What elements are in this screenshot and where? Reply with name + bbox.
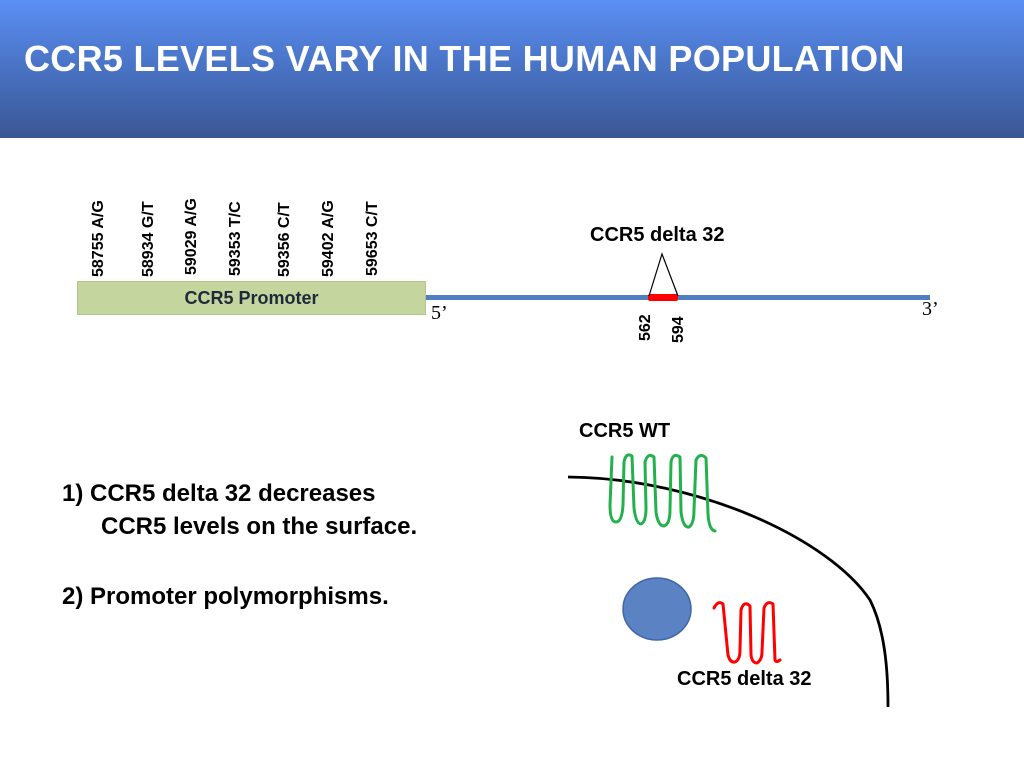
- ccr5-delta32-cell-label: CCR5 delta 32: [677, 668, 812, 690]
- ccr5-delta32-receptor: [712, 601, 782, 665]
- five-prime-label: 5’: [431, 302, 448, 324]
- point-2: 2) Promoter polymorphisms.: [62, 583, 389, 610]
- gene-line: [426, 295, 930, 300]
- ccr5-wt-receptor: [608, 453, 717, 533]
- ccr5-wt-label: CCR5 WT: [579, 420, 671, 442]
- nucleus: [622, 577, 692, 641]
- promoter-label: CCR5 Promoter: [184, 288, 319, 308]
- point-1-line-1: 1) CCR5 delta 32 decreases: [62, 480, 376, 507]
- point-1-line-2: CCR5 levels on the surface.: [101, 513, 418, 540]
- delta32-label: CCR5 delta 32: [590, 224, 725, 246]
- promoter-region: CCR5 Promoter: [77, 281, 426, 315]
- slide-title: CCR5 LEVELS VARY IN THE HUMAN POPULATION: [24, 38, 905, 79]
- three-prime-label: 3’: [922, 298, 939, 320]
- deletion-callout: [648, 252, 679, 297]
- delta32-deletion-segment: [648, 294, 678, 301]
- cell-membrane: [567, 475, 890, 708]
- title-banner: CCR5 LEVELS VARY IN THE HUMAN POPULATION: [0, 0, 1024, 138]
